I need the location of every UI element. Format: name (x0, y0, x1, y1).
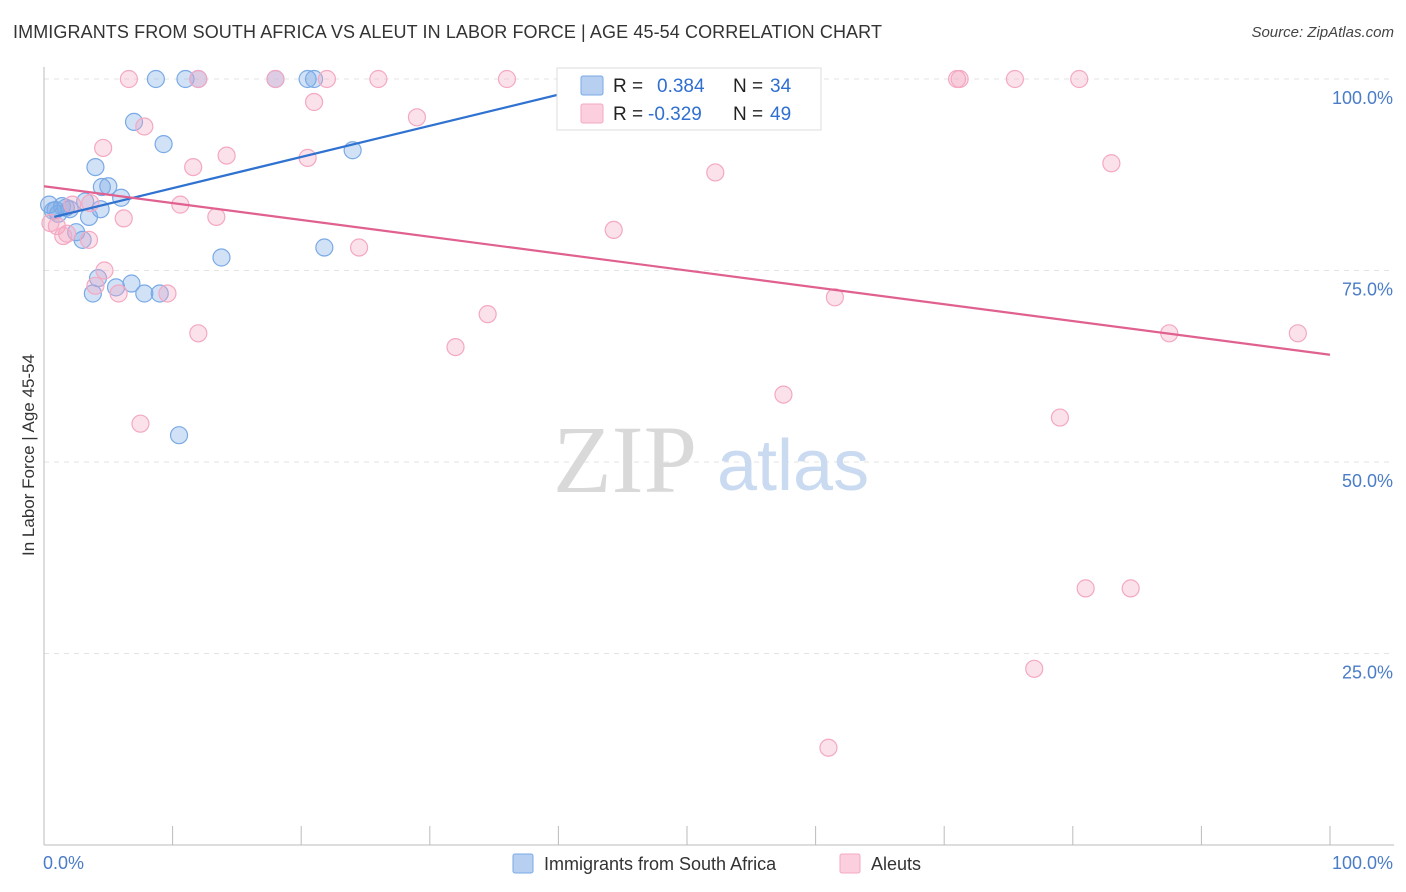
stats-r-label-1: R = (613, 76, 643, 97)
legend-label-south-africa: Immigrants from South Africa (544, 854, 777, 874)
axes (43, 67, 1394, 846)
watermark-atlas: atlas (717, 426, 869, 506)
point-aleuts-42 (1070, 69, 1089, 89)
point-aleuts-13 (135, 117, 154, 136)
point-aleuts-16 (184, 157, 203, 177)
point-aleuts-29 (478, 305, 497, 324)
y-tick-label-25: 25.0% (1342, 663, 1393, 683)
point-aleuts-24 (317, 69, 337, 89)
point-south-africa-24 (154, 135, 173, 154)
y-tick-labels: 100.0% 75.0% 50.0% 25.0% (1332, 88, 1393, 683)
point-aleuts-20 (217, 146, 236, 165)
stats-n-label-2: N = (733, 104, 763, 125)
chart-source: Source: ZipAtlas.com (1251, 24, 1394, 41)
point-south-africa-8 (73, 230, 92, 249)
point-aleuts-18 (189, 324, 208, 343)
point-aleuts-25 (349, 238, 369, 257)
point-aleuts-47 (1288, 324, 1307, 343)
point-aleuts-23 (304, 92, 324, 112)
point-south-africa-31 (304, 69, 324, 89)
point-south-africa-21 (135, 284, 154, 303)
point-south-africa-22 (146, 69, 165, 89)
y-tick-label-75: 75.0% (1342, 280, 1393, 300)
point-aleuts-4 (79, 230, 99, 249)
point-aleuts-11 (119, 69, 138, 89)
stats-r-value-1: 0.384 (657, 76, 705, 97)
point-aleuts-45 (1121, 579, 1140, 598)
point-aleuts-39 (1005, 69, 1025, 89)
stats-n-value-2: 49 (770, 104, 791, 125)
y-tick-label-100: 100.0% (1332, 88, 1393, 108)
point-south-africa-28 (212, 248, 231, 267)
point-south-africa-23 (150, 284, 169, 303)
point-aleuts-48 (58, 224, 77, 243)
point-south-africa-12 (86, 157, 105, 177)
x-tick-labels: 0.0% 100.0% (43, 853, 1393, 873)
legend-swatch-aleuts (839, 853, 861, 874)
point-aleuts-14 (158, 284, 177, 303)
point-aleuts-31 (604, 220, 623, 240)
point-aleuts-38 (950, 69, 969, 89)
stats-n-label-1: N = (733, 76, 763, 97)
point-aleuts-21 (266, 69, 285, 89)
point-aleuts-44 (1102, 154, 1121, 173)
point-south-africa-19 (122, 274, 141, 293)
point-south-africa-30 (298, 69, 317, 89)
point-south-africa-26 (176, 69, 195, 89)
chart-title: IMMIGRANTS FROM SOUTH AFRICA VS ALEUT IN… (13, 22, 883, 42)
point-aleuts-40 (1025, 659, 1044, 678)
watermark-zip: ZIP (553, 406, 697, 513)
x-tick-label-0: 0.0% (43, 853, 84, 873)
point-aleuts-6 (86, 276, 105, 295)
y-tick-label-50: 50.0% (1342, 471, 1393, 491)
trend-line-aleuts (43, 185, 1331, 356)
point-aleuts-30 (497, 69, 517, 89)
point-south-africa-25 (169, 426, 189, 445)
point-aleuts-28 (446, 338, 465, 357)
stats-legend: R = 0.384 N = 34 R = -0.329 N = 49 (556, 67, 822, 131)
data-points (40, 69, 1307, 757)
point-aleuts-19 (207, 207, 226, 226)
point-south-africa-15 (92, 177, 111, 197)
legend-swatch-south-africa (512, 853, 534, 874)
point-aleuts-34 (774, 385, 793, 404)
watermark: ZIP atlas (553, 406, 869, 513)
stats-swatch-aleuts (580, 103, 604, 124)
point-aleuts-27 (407, 108, 427, 127)
trend-lines (43, 77, 1331, 356)
grid-lines (44, 78, 1394, 654)
stats-r-label-2: R = (613, 104, 643, 125)
trend-line-south-africa (54, 77, 623, 218)
point-aleuts-41 (1050, 408, 1070, 427)
point-aleuts-8 (95, 261, 114, 280)
bottom-legend: Immigrants from South Africa Aleuts (512, 853, 921, 874)
stats-swatch-south-africa (580, 75, 604, 96)
point-aleuts-10 (114, 209, 133, 228)
point-aleuts-32 (706, 163, 725, 182)
point-aleuts-1 (47, 216, 66, 236)
stats-n-value-1: 34 (770, 76, 792, 97)
point-south-africa-20 (124, 112, 144, 131)
point-aleuts-35 (819, 738, 838, 757)
x-tick-label-100: 100.0% (1332, 853, 1393, 873)
legend-label-aleuts: Aleuts (871, 854, 921, 874)
point-aleuts-43 (1076, 579, 1095, 598)
point-aleuts-17 (189, 69, 208, 89)
point-south-africa-32 (315, 238, 334, 257)
point-aleuts-12 (131, 414, 150, 433)
stats-r-value-2: -0.329 (648, 104, 702, 125)
point-aleuts-9 (109, 284, 128, 303)
point-aleuts-26 (369, 69, 388, 89)
point-aleuts-7 (94, 138, 113, 158)
